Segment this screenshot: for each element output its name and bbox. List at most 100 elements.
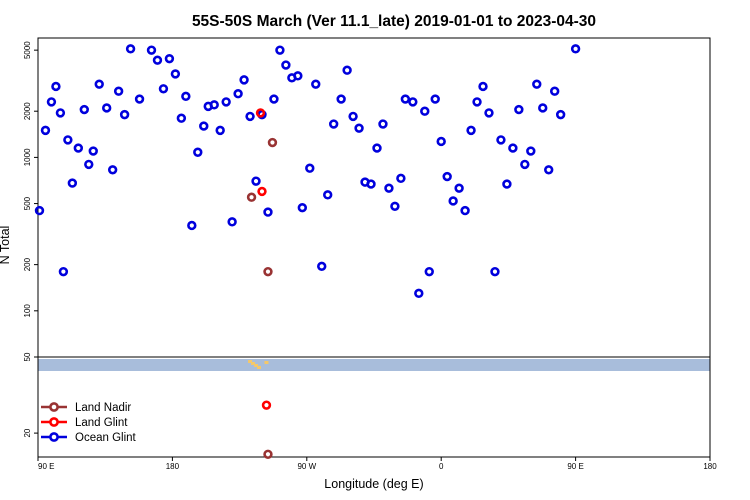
- data-point: [555, 109, 566, 120]
- data-point: [58, 266, 69, 277]
- data-point: [508, 143, 518, 153]
- y-tick-label: 2000: [23, 102, 32, 120]
- data-point: [257, 186, 267, 197]
- data-point: [348, 111, 358, 122]
- data-point: [245, 111, 255, 122]
- chart-title: 55S-50S March (Ver 11.1_late) 2019-01-01…: [192, 13, 596, 30]
- data-point: [311, 79, 321, 89]
- data-point: [63, 135, 73, 145]
- data-point: [454, 183, 464, 193]
- y-tick-label: 5000: [23, 41, 32, 59]
- data-point: [342, 65, 352, 75]
- data-point: [544, 165, 554, 175]
- data-point: [233, 89, 243, 99]
- data-point: [261, 400, 272, 410]
- data-point: [442, 171, 452, 182]
- x-tick-label: 0: [439, 462, 444, 471]
- data-point: [390, 201, 400, 211]
- data-point: [305, 163, 315, 173]
- data-point: [152, 55, 163, 65]
- data-point: [246, 192, 257, 202]
- missing-data-band: [38, 359, 710, 371]
- data-point: [484, 108, 494, 118]
- data-point: [267, 137, 278, 148]
- data-point: [472, 97, 482, 107]
- data-point: [396, 173, 406, 184]
- data-point: [378, 119, 388, 129]
- legend-label: Ocean Glint: [75, 432, 137, 444]
- data-point: [526, 146, 536, 156]
- data-point: [181, 91, 191, 102]
- data-point: [94, 79, 104, 89]
- data-point: [502, 179, 512, 189]
- data-point: [134, 94, 145, 104]
- data-point: [293, 71, 303, 81]
- data-point: [119, 109, 130, 120]
- data-point: [460, 205, 470, 216]
- land-glint-region-marks: [248, 360, 269, 369]
- data-point: [430, 94, 440, 104]
- data-point: [514, 104, 524, 115]
- x-axis-ticks: 90 E 180 90 W 0 90 E 180: [37, 457, 717, 471]
- data-point: [532, 79, 542, 89]
- y-tick-label: 1000: [23, 148, 32, 166]
- data-point: [55, 108, 66, 118]
- land-mark: [251, 362, 256, 365]
- data-point: [448, 196, 458, 206]
- data-point: [317, 261, 327, 272]
- data-point: [113, 86, 124, 96]
- data-point: [209, 100, 219, 110]
- y-tick-label: 500: [23, 196, 32, 210]
- data-point: [400, 94, 411, 104]
- data-point: [538, 103, 548, 113]
- land-mark: [248, 360, 253, 363]
- y-tick-label: 200: [23, 257, 32, 271]
- lower-plot-frame: [37, 356, 711, 458]
- data-point: [79, 104, 89, 115]
- upper-plot-frame: [37, 37, 711, 358]
- data-points: [34, 44, 581, 459]
- legend-label: Land Nadir: [75, 402, 131, 414]
- data-point: [251, 176, 261, 186]
- data-point: [73, 143, 84, 153]
- x-tick-label: 90 E: [567, 462, 583, 471]
- legend-marker: [49, 432, 59, 442]
- x-tick-label: 180: [166, 462, 180, 471]
- data-point: [221, 97, 231, 107]
- data-point: [51, 81, 61, 92]
- data-point: [297, 202, 308, 213]
- data-point: [366, 179, 376, 189]
- y-tick-label: 100: [23, 304, 32, 318]
- data-point: [384, 183, 394, 193]
- data-point: [490, 266, 500, 277]
- x-tick-label: 180: [703, 462, 717, 471]
- data-point: [158, 84, 169, 94]
- data-point: [263, 449, 273, 459]
- data-point: [263, 266, 273, 277]
- data-point: [187, 220, 197, 231]
- data-point: [436, 136, 446, 147]
- land-mark: [257, 366, 262, 369]
- data-point: [323, 190, 333, 200]
- data-point: [354, 123, 364, 133]
- data-point: [478, 81, 488, 92]
- y-tick-label: 20: [23, 428, 32, 437]
- data-point: [215, 125, 225, 136]
- data-point: [107, 165, 118, 175]
- data-point: [570, 44, 581, 54]
- data-point: [255, 108, 266, 118]
- data-point: [199, 121, 209, 131]
- x-axis-label: Longitude (deg E): [324, 477, 423, 491]
- x-tick-label: 90 E: [38, 462, 54, 471]
- data-point: [420, 106, 430, 116]
- y-axis-label: N Total: [0, 226, 12, 265]
- data-point: [193, 147, 203, 157]
- data-point: [164, 53, 175, 64]
- data-point: [269, 94, 279, 104]
- data-point: [146, 45, 157, 55]
- data-point: [466, 125, 476, 136]
- data-point: [336, 94, 346, 104]
- data-point: [176, 113, 187, 123]
- legend-label: Land Glint: [75, 417, 128, 429]
